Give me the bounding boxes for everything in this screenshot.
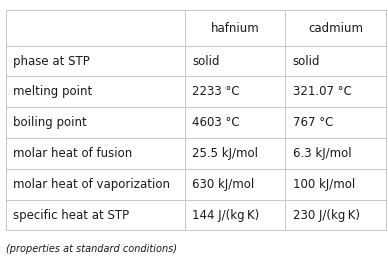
Text: boiling point: boiling point [14,116,87,129]
Text: 6.3 kJ/mol: 6.3 kJ/mol [293,147,352,160]
Text: cadmium: cadmium [308,22,363,34]
Text: melting point: melting point [14,85,93,98]
Text: solid: solid [293,55,320,68]
Text: 767 °C: 767 °C [293,116,333,129]
Text: solid: solid [192,55,220,68]
Text: hafnium: hafnium [211,22,259,34]
Text: 144 J/(kg K): 144 J/(kg K) [192,209,260,222]
Text: (properties at standard conditions): (properties at standard conditions) [6,244,177,254]
Text: molar heat of vaporization: molar heat of vaporization [14,178,170,191]
Text: 25.5 kJ/mol: 25.5 kJ/mol [192,147,258,160]
Text: 321.07 °C: 321.07 °C [293,85,352,98]
Text: 230 J/(kg K): 230 J/(kg K) [293,209,360,222]
Text: 100 kJ/mol: 100 kJ/mol [293,178,355,191]
Text: 2233 °C: 2233 °C [192,85,240,98]
Text: specific heat at STP: specific heat at STP [14,209,130,222]
Text: 4603 °C: 4603 °C [192,116,240,129]
Text: 630 kJ/mol: 630 kJ/mol [192,178,255,191]
Text: phase at STP: phase at STP [14,55,90,68]
Text: molar heat of fusion: molar heat of fusion [14,147,133,160]
